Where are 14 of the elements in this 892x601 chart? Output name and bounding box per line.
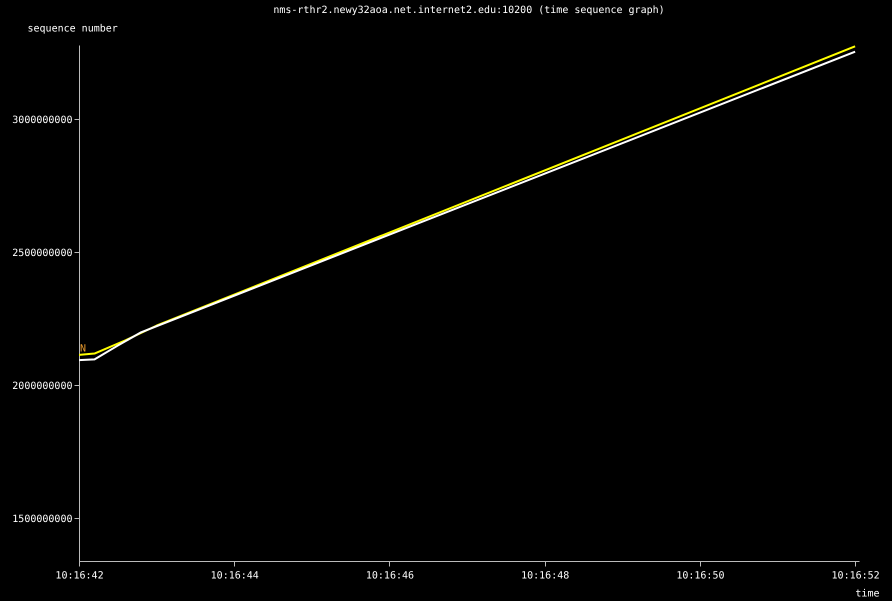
- x-tick-label: 10:16:50: [676, 570, 724, 582]
- x-tick-label: 10:16:52: [832, 570, 880, 582]
- x-tick-label: 10:16:42: [55, 570, 104, 582]
- x-tick-label: 10:16:48: [521, 570, 570, 582]
- y-axis-title: sequence number: [28, 24, 118, 34]
- y-tick-label: 1500000000: [12, 514, 72, 525]
- y-tick-label: 2000000000: [12, 380, 72, 392]
- y-tick-label: 2500000000: [12, 248, 72, 259]
- chart-title: nms-rthr2.newy32aoa.net.internet2.edu:10200 (time sequence graph): [273, 5, 665, 16]
- annotation: N: [80, 344, 86, 355]
- x-axis-title: time: [855, 588, 880, 600]
- x-tick-label: 10:16:44: [210, 570, 259, 582]
- y-tick-label: 3000000000: [12, 114, 72, 126]
- x-tick-label: 10:16:46: [366, 570, 414, 582]
